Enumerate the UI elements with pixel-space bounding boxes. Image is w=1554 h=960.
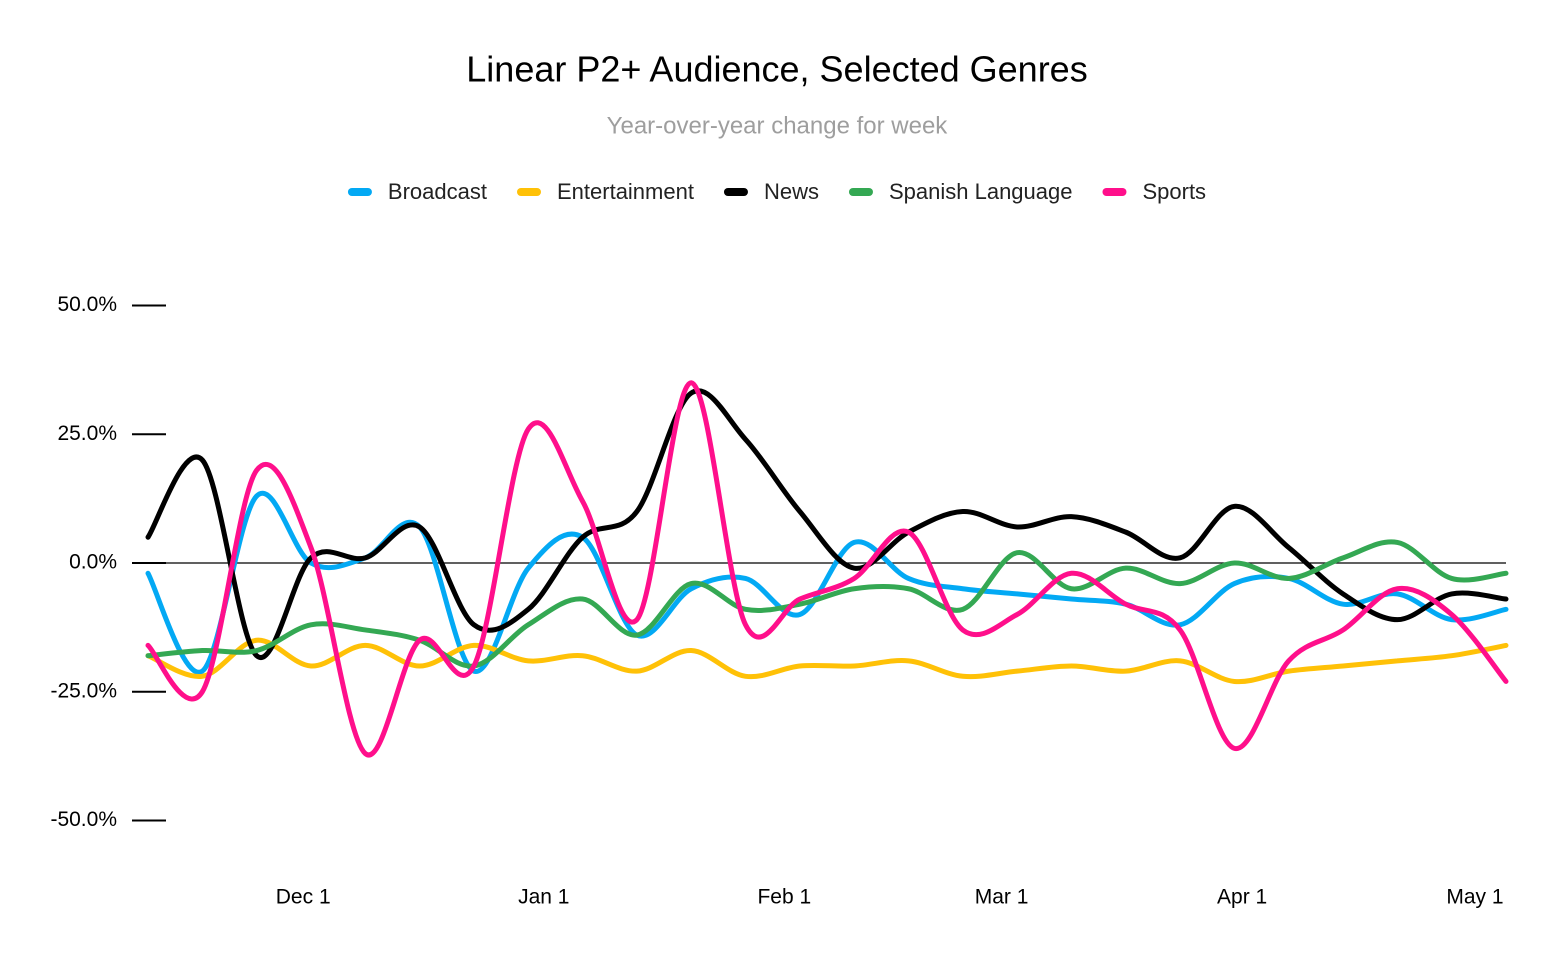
legend-label: Spanish Language [889, 179, 1073, 204]
legend-item: Entertainment [516, 179, 694, 204]
y-tick-label: 0.0% [69, 551, 117, 574]
series-line [145, 539, 1509, 669]
legend: Broadcast Entertainment News Spanish Langua… [347, 179, 1206, 204]
x-tick-label: Apr 1 [1217, 886, 1267, 909]
y-tick-label: 50.0% [57, 293, 117, 316]
chart-title: Linear P2+ Audience, Selected Genres [466, 49, 1087, 90]
x-tick-label: May 1 [1446, 886, 1503, 909]
series-line [145, 388, 1509, 661]
legend-label: News [764, 179, 819, 204]
legend-label: Entertainment [557, 179, 694, 204]
legend-swatch [347, 188, 372, 196]
y-tick-label: -25.0% [50, 679, 117, 702]
series-line [145, 637, 1509, 685]
y-tick-label: 25.0% [57, 422, 117, 445]
legend-swatch [723, 188, 748, 196]
legend-swatch [848, 188, 873, 196]
legend-swatch [516, 188, 541, 196]
y-tick-label: -50.0% [50, 808, 117, 831]
legend-label: Broadcast [388, 179, 487, 204]
series-line [145, 380, 1509, 758]
legend-swatch [1102, 188, 1127, 196]
legend-label: Sports [1142, 179, 1206, 204]
legend-item: News [723, 179, 819, 204]
x-tick-label: Feb 1 [757, 886, 811, 909]
x-tick-label: Mar 1 [975, 886, 1029, 909]
x-tick-label: Jan 1 [518, 886, 569, 909]
chart-subtitle: Year-over-year change for week [607, 112, 949, 139]
x-tick-label: Dec 1 [276, 886, 331, 909]
legend-item: Sports [1102, 179, 1206, 204]
legend-item: Spanish Language [848, 179, 1073, 204]
series-line [145, 490, 1509, 675]
legend-item: Broadcast [347, 179, 487, 204]
